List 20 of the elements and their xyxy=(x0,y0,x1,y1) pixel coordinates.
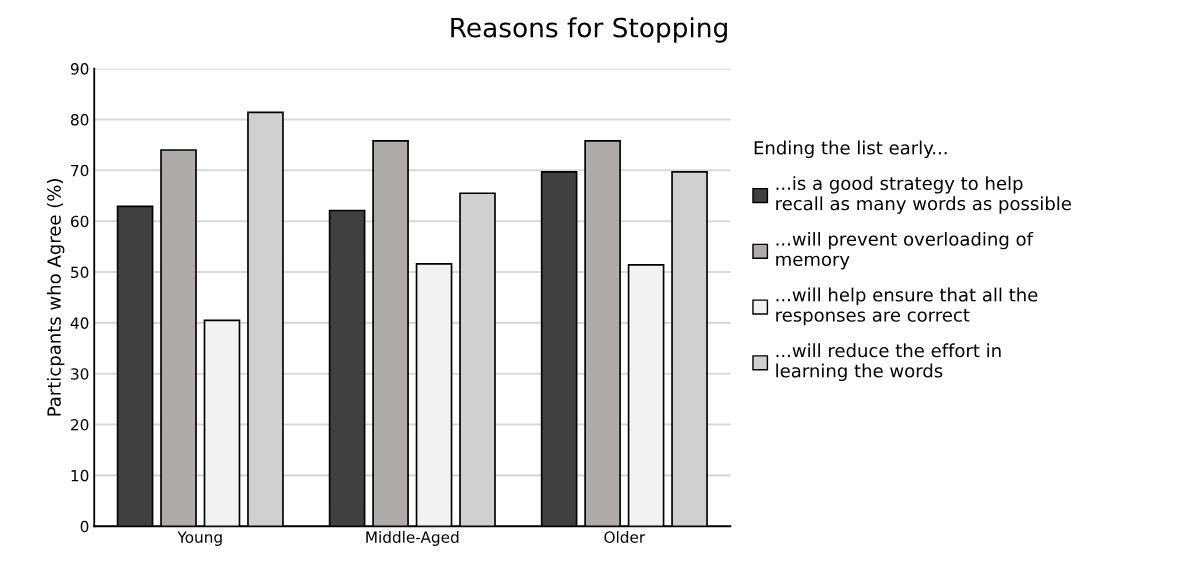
y-tick-label: 40 xyxy=(70,317,89,329)
legend-title: Ending the list early... xyxy=(754,140,947,159)
y-tick-label: 0 xyxy=(80,520,89,533)
x-tick-label: Older xyxy=(604,531,646,543)
y-tick-label: 60 xyxy=(71,215,89,228)
y-axis-title: Particpants who Agree (%) xyxy=(46,179,65,416)
x-tick-label: Middle-Aged xyxy=(366,531,459,546)
legend-label: ...will prevent overloading of memory xyxy=(776,231,1034,270)
legend-label: ...will reduce the effort in learning the words xyxy=(776,343,1001,382)
y-tick-label: 10 xyxy=(71,469,89,482)
legend-label: ...is a good strategy to help recall as many words as possible xyxy=(776,176,1071,214)
y-tick-label: 20 xyxy=(71,419,89,431)
x-tick-label: Young xyxy=(177,531,222,546)
y-tick-label: 90 xyxy=(70,63,89,75)
legend-label: ...will help ensure that all the responses are correct xyxy=(776,287,1038,326)
y-tick-label: 30 xyxy=(71,368,89,380)
y-tick-label: 70 xyxy=(71,164,89,177)
chart-title: Reasons for Stopping xyxy=(451,17,727,43)
y-tick-label: 80 xyxy=(70,113,89,126)
y-tick-label: 50 xyxy=(71,266,89,279)
